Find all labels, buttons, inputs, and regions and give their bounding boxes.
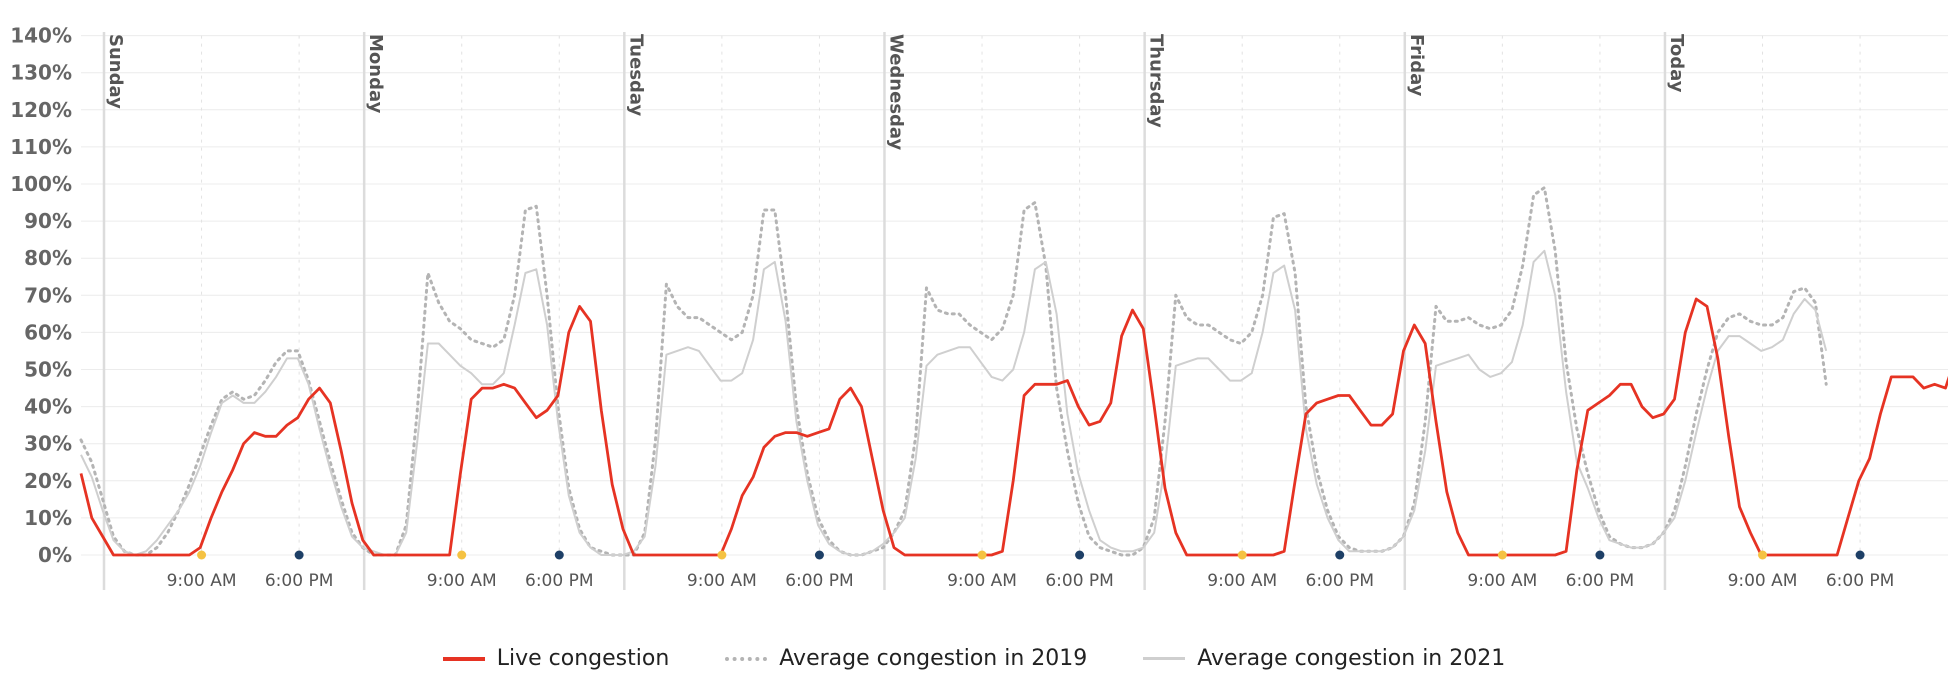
series-line-2021 [80, 249, 1828, 556]
series-layer [79, 186, 1948, 557]
x-tick-label: 6:00 PM [525, 571, 594, 591]
y-tick-label: 10% [24, 506, 72, 530]
y-tick-label: 40% [24, 395, 72, 419]
day-label: Today [1666, 34, 1687, 93]
x-tick-label: 9:00 AM [687, 571, 757, 591]
morning-marker [197, 550, 207, 560]
y-tick-label: 80% [24, 246, 72, 270]
y-tick-label: 110% [10, 135, 72, 159]
legend-item-2021[interactable]: Average congestion in 2021 [1143, 646, 1505, 671]
x-tick-label: 9:00 AM [1728, 571, 1798, 591]
y-tick-label: 30% [24, 432, 72, 456]
y-tick-label: 60% [24, 320, 72, 344]
day-label: Thursday [1146, 34, 1167, 128]
x-tick-label: 6:00 PM [265, 571, 334, 591]
evening-marker [1595, 550, 1605, 560]
day-label: Monday [365, 34, 386, 114]
legend-label-2019: Average congestion in 2019 [779, 646, 1088, 671]
evening-marker [1335, 550, 1345, 560]
evening-marker [814, 550, 824, 560]
legend-swatch-2021 [1143, 657, 1186, 660]
chart-svg: 0% 10% 20% 30% 40% 50% 60% 70% 80% 90% 100% 110% 120… [10, 24, 1948, 591]
y-tick-label: 100% [10, 172, 72, 196]
time-markers [197, 550, 1865, 560]
morning-marker [977, 550, 987, 560]
morning-marker [717, 550, 727, 560]
morning-marker [457, 550, 467, 560]
y-tick-label: 50% [24, 358, 72, 382]
y-tick-label: 70% [24, 283, 72, 307]
day-separators [102, 32, 1667, 590]
y-tick-label: 20% [24, 469, 72, 493]
morning-marker [1237, 550, 1247, 560]
day-label: Wednesday [885, 34, 906, 151]
evening-marker [554, 550, 564, 560]
legend-label-2021: Average congestion in 2021 [1197, 646, 1506, 671]
legend-item-live[interactable]: Live congestion [442, 646, 670, 671]
x-tick-label: 9:00 AM [427, 571, 497, 591]
morning-marker [1497, 550, 1507, 560]
x-tick-label: 9:00 AM [1207, 571, 1277, 591]
legend: Live congestion Average congestion in 20… [0, 646, 1948, 671]
legend-label-live: Live congestion [496, 646, 670, 671]
y-tick-label: 130% [10, 61, 72, 85]
evening-marker [294, 550, 304, 560]
evening-marker [1075, 550, 1085, 560]
x-tick-label: 9:00 AM [947, 571, 1017, 591]
y-tick-label: 140% [10, 24, 72, 48]
legend-swatch-2019 [725, 656, 768, 661]
x-tick-label: 6:00 PM [1306, 571, 1375, 591]
x-tick-label: 9:00 AM [167, 571, 237, 591]
y-tick-label: 120% [10, 98, 72, 122]
x-tick-label: 6:00 PM [1826, 571, 1895, 591]
morning-marker [1758, 550, 1768, 560]
legend-swatch-live [442, 656, 485, 661]
grid-layer [81, 35, 1948, 556]
x-tick-label: 6:00 PM [1045, 571, 1114, 591]
legend-item-2019[interactable]: Average congestion in 2019 [725, 646, 1087, 671]
series-line-live [79, 297, 1948, 557]
axis-labels: 0% 10% 20% 30% 40% 50% 60% 70% 80% 90% 100% 110% 120… [10, 24, 1895, 591]
y-tick-label: 90% [24, 209, 72, 233]
evening-marker [1855, 550, 1865, 560]
day-label: Tuesday [625, 34, 646, 117]
series-line-2019 [79, 186, 1828, 557]
x-tick-label: 6:00 PM [1566, 571, 1635, 591]
day-label: Sunday [105, 34, 126, 109]
day-label: Friday [1406, 34, 1427, 97]
x-tick-label: 6:00 PM [785, 571, 854, 591]
x-tick-label: 9:00 AM [1467, 571, 1537, 591]
y-tick-label: 0% [38, 543, 72, 567]
